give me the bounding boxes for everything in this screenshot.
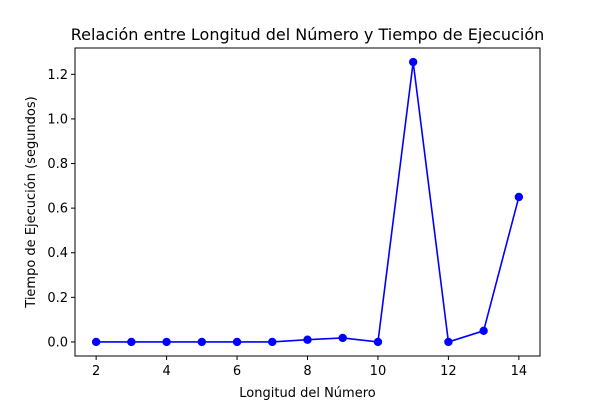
chart-title: Relación entre Longitud del Número y Tie… bbox=[71, 25, 545, 44]
y-tick-label: 0.2 bbox=[47, 291, 68, 306]
data-point bbox=[444, 337, 453, 347]
x-tick-label: 2 bbox=[92, 364, 100, 379]
data-point bbox=[197, 337, 207, 347]
x-tick-label: 10 bbox=[370, 364, 387, 379]
x-axis: 2 4 6 8 10 12 14 bbox=[92, 356, 527, 379]
data-point bbox=[514, 192, 524, 202]
y-axis: 0.0 0.2 0.4 0.6 0.8 1.0 1.2 bbox=[47, 68, 75, 350]
y-tick-label: 0.4 bbox=[47, 246, 68, 261]
x-axis-label: Longitud del Número bbox=[239, 386, 375, 400]
x-tick-label: 6 bbox=[233, 364, 241, 379]
data-point bbox=[338, 333, 347, 343]
data-point bbox=[91, 337, 101, 347]
x-tick-label: 8 bbox=[303, 364, 311, 379]
x-tick-label: 4 bbox=[162, 364, 170, 379]
y-axis-label: Tiempo de Ejecución (segundos) bbox=[24, 96, 39, 308]
data-point bbox=[408, 57, 418, 67]
data-point bbox=[303, 335, 312, 344]
data-point bbox=[268, 337, 277, 347]
data-point bbox=[162, 337, 171, 347]
series-group bbox=[91, 57, 524, 347]
y-tick-label: 1.2 bbox=[47, 68, 68, 83]
data-point bbox=[479, 326, 488, 335]
y-tick-label: 0.6 bbox=[47, 202, 68, 217]
y-tick-label: 0.8 bbox=[47, 157, 68, 172]
y-tick-label: 0.0 bbox=[47, 335, 68, 350]
data-point bbox=[127, 337, 136, 347]
x-tick-label: 14 bbox=[511, 364, 528, 379]
y-tick-label: 1.0 bbox=[47, 112, 68, 127]
data-point bbox=[373, 337, 383, 347]
data-point bbox=[232, 337, 242, 347]
x-tick-label: 12 bbox=[440, 364, 457, 379]
